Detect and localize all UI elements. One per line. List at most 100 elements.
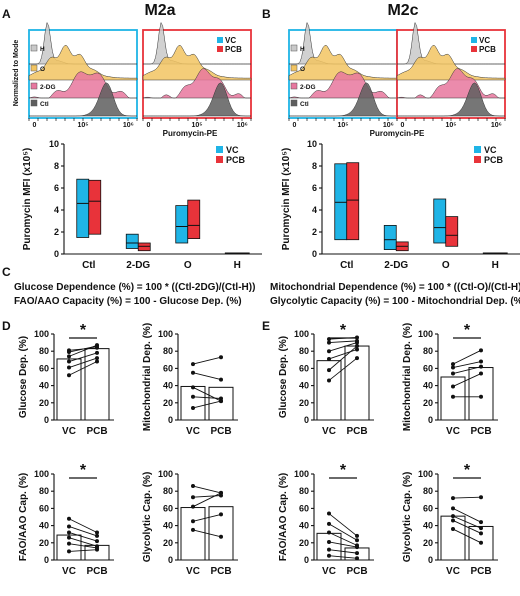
paired-line <box>68 518 98 533</box>
row-swatch-O <box>290 64 298 72</box>
flow-xtick-label: 0 <box>292 122 296 129</box>
data-point <box>67 365 71 370</box>
flow-xtick-label: 10⁵ <box>337 122 348 129</box>
y-tick-label: 0 <box>312 249 317 259</box>
flow-xtick-label: 0 <box>146 122 150 129</box>
paired-line <box>328 513 358 537</box>
panel-letter-C: C <box>2 265 11 279</box>
paired-line <box>68 543 98 549</box>
y-axis-label: Glycolytic Cap. (%) <box>402 472 413 563</box>
mfi-bar-pcb <box>346 162 360 241</box>
legend-swatch-pcb <box>217 46 223 52</box>
data-point <box>67 359 71 364</box>
row-label-2DG: 2-DG <box>300 84 316 91</box>
y-tick-label: 0 <box>168 415 173 425</box>
y-tick-label: 80 <box>39 346 49 356</box>
y-tick-label: 60 <box>299 503 309 513</box>
paired-line <box>192 485 222 494</box>
y-tick-label: 40 <box>163 521 173 531</box>
data-point <box>327 356 331 361</box>
panel-letter-A: A <box>2 7 11 21</box>
row-swatch-H <box>290 44 298 52</box>
mean-bar-vc <box>180 385 206 421</box>
row-swatch-H <box>30 44 38 52</box>
y-tick-label: 20 <box>299 538 309 548</box>
significance-star: * <box>80 322 87 339</box>
paired-line <box>192 396 222 399</box>
histogram-O <box>396 45 506 81</box>
mfi-bar-pcb <box>88 179 102 235</box>
data-point <box>327 378 331 383</box>
legend-label-vc: VC <box>479 36 490 45</box>
flow-xtick-label: 10⁶ <box>123 122 134 129</box>
y-axis-label: Glycolytic Cap. (%) <box>142 472 153 563</box>
y-tick-label: 40 <box>39 521 49 531</box>
y-tick-label: 80 <box>423 486 433 496</box>
mean-bar-pcb <box>208 386 234 421</box>
paired-line <box>68 526 98 537</box>
histogram-O <box>28 45 138 81</box>
x-tick-label: PCB <box>346 566 367 577</box>
data-point <box>191 495 195 500</box>
y-tick-label: 10 <box>307 139 317 149</box>
mfi-bar-pcb <box>137 242 151 252</box>
data-point <box>479 371 483 376</box>
y-tick-label: 20 <box>163 538 173 548</box>
y-tick-label: 20 <box>423 538 433 548</box>
paired-line <box>328 340 358 344</box>
y-tick-label: 60 <box>39 363 49 373</box>
x-tick-label: PCB <box>86 566 107 577</box>
data-point <box>95 359 99 364</box>
y-tick-label: 80 <box>39 486 49 496</box>
row-label-O: O <box>40 66 45 73</box>
histogram-Ctl <box>143 82 251 117</box>
mfi-bar-pcb <box>445 216 459 247</box>
formula-glucose: Glucose Dependence (%) = 100 * ((Ctl-2DG… <box>14 282 255 293</box>
y-tick-label: 40 <box>39 381 49 391</box>
data-point <box>327 511 331 516</box>
paired-line <box>192 356 222 365</box>
data-point <box>95 350 99 355</box>
paired-line <box>192 495 222 498</box>
y-tick-label: 40 <box>299 381 309 391</box>
flow-xtick-label: 10⁶ <box>237 122 248 129</box>
data-point <box>327 368 331 373</box>
data-point <box>67 354 71 359</box>
paired-line <box>452 366 482 374</box>
y-tick-label: 20 <box>423 398 433 408</box>
data-point <box>67 516 71 521</box>
paired-line <box>328 349 358 360</box>
data-point <box>451 496 455 501</box>
row-label-H: H <box>300 46 305 53</box>
y-tick-label: 0 <box>428 415 433 425</box>
y-tick-label: 100 <box>418 469 433 479</box>
paired-line <box>452 349 482 365</box>
legend-swatch-vc <box>216 146 223 153</box>
data-point <box>191 527 195 532</box>
data-point <box>327 547 331 552</box>
mfi-bar-vc <box>433 198 447 244</box>
y-tick-label: 40 <box>423 381 433 391</box>
mean-bar-vc <box>180 507 206 561</box>
row-label-2DG: 2-DG <box>40 84 56 91</box>
data-point <box>355 344 359 349</box>
data-point <box>327 530 331 535</box>
data-point <box>355 543 359 548</box>
legend-label-pcb: PCB <box>484 155 504 165</box>
mfi-bar-vc <box>125 233 139 249</box>
y-axis-label: Glucose Dep. (%) <box>18 336 29 418</box>
paired-line <box>452 515 482 529</box>
y-tick-label: 20 <box>39 398 49 408</box>
x-tick-label: VC <box>322 566 336 577</box>
row-swatch-2DG <box>30 82 38 90</box>
flow-xtick-label: 10⁵ <box>77 122 88 129</box>
histogram-O <box>142 45 252 81</box>
mfi-bar-vc <box>76 178 90 238</box>
data-point <box>95 356 99 361</box>
y-tick-label: 80 <box>299 346 309 356</box>
paired-line <box>68 347 98 351</box>
x-tick-label: 2-DG <box>126 260 150 271</box>
row-swatch-2DG <box>290 82 298 90</box>
y-axis-label: Mitochondrial Dep. (%) <box>142 323 153 431</box>
paired-line <box>192 400 222 409</box>
